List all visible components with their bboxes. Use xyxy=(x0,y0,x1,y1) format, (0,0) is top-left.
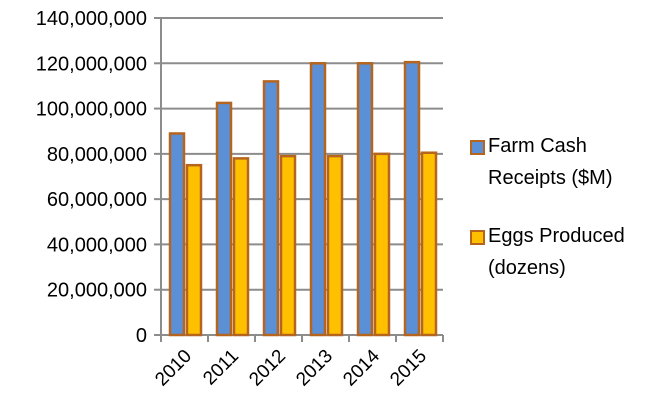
legend: Farm Cash Receipts ($M) Eggs Produced (d… xyxy=(470,130,660,310)
legend-label-farm-cash-line2: Receipts ($M) xyxy=(488,167,613,189)
x-tick-label: 2015 xyxy=(386,346,431,391)
y-tick-label: 20,000,000 xyxy=(47,280,147,302)
bar-farm-cash-receipts xyxy=(403,60,421,337)
x-tick-label: 2011 xyxy=(199,346,243,390)
y-tick-label: 0 xyxy=(136,325,147,347)
bar-farm-cash-receipts xyxy=(215,101,233,337)
legend-swatch-farm-cash xyxy=(470,140,485,155)
x-tick-label: 2014 xyxy=(339,345,384,390)
y-tick-label: 100,000,000 xyxy=(36,99,147,121)
bar-eggs-produced xyxy=(373,152,391,337)
legend-label-eggs-line2: (dozens) xyxy=(488,257,566,279)
x-tick-label: 2013 xyxy=(292,346,337,391)
x-tick-label: 2010 xyxy=(151,346,196,391)
legend-item-eggs: Eggs Produced (dozens) xyxy=(470,220,660,284)
y-tick-label: 80,000,000 xyxy=(47,144,147,166)
y-tick-label: 120,000,000 xyxy=(36,53,147,75)
legend-swatch-eggs xyxy=(470,230,485,245)
y-tick-label: 140,000,000 xyxy=(36,8,147,30)
bar-eggs-produced xyxy=(326,154,344,337)
bar-farm-cash-receipts xyxy=(262,80,280,337)
bar-farm-cash-receipts xyxy=(356,62,374,337)
bar-farm-cash-receipts xyxy=(168,132,186,337)
legend-label-eggs-line1: Eggs Produced xyxy=(488,225,625,247)
x-tick-label: 2012 xyxy=(245,346,290,391)
y-tick-label: 60,000,000 xyxy=(47,189,147,211)
bar-eggs-produced xyxy=(232,157,250,337)
legend-label-farm-cash-line1: Farm Cash xyxy=(488,135,587,157)
bar-eggs-produced xyxy=(185,163,203,337)
legend-item-farm-cash: Farm Cash Receipts ($M) xyxy=(470,130,660,194)
bar-eggs-produced xyxy=(279,154,297,337)
bar-farm-cash-receipts xyxy=(309,62,327,337)
y-tick-label: 40,000,000 xyxy=(47,234,147,256)
bar-eggs-produced xyxy=(420,151,438,337)
